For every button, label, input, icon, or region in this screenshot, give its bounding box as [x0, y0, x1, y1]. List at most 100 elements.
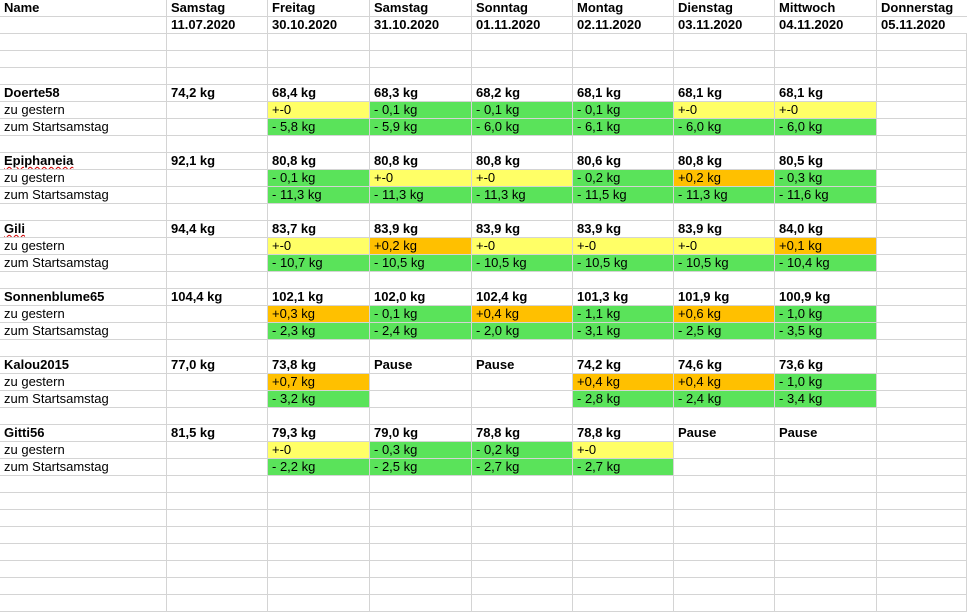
- empty-cell[interactable]: [472, 578, 573, 595]
- empty-cell[interactable]: [167, 408, 268, 425]
- delta-day-epiphaneia-dienstag-0311[interactable]: +0,2 kg: [674, 170, 775, 187]
- empty-cell[interactable]: [370, 493, 472, 510]
- delta-day-gili-sonntag-0111[interactable]: +-0: [472, 238, 573, 255]
- delta-day-sonnenblume65-samstag-1107[interactable]: [167, 306, 268, 323]
- delta-start-gitti56-mittwoch-0411[interactable]: [775, 459, 877, 476]
- delta-day-kalou2015-samstag-1107[interactable]: [167, 374, 268, 391]
- empty-cell[interactable]: [775, 493, 877, 510]
- empty-cell[interactable]: [877, 561, 967, 578]
- header-samstag-1107[interactable]: Samstag: [167, 0, 268, 17]
- empty-cell[interactable]: [877, 136, 967, 153]
- empty-cell[interactable]: [0, 51, 167, 68]
- delta-day-sonnenblume65-montag-0211[interactable]: - 1,1 kg: [573, 306, 674, 323]
- delta-start-doerte58-dienstag-0311[interactable]: - 6,0 kg: [674, 119, 775, 136]
- delta-day-epiphaneia-donnerstag-0511[interactable]: [877, 170, 967, 187]
- delta-day-doerte58-dienstag-0311[interactable]: +-0: [674, 102, 775, 119]
- empty-cell[interactable]: [268, 204, 370, 221]
- empty-cell[interactable]: [268, 544, 370, 561]
- empty-cell[interactable]: [0, 476, 167, 493]
- empty-cell[interactable]: [573, 595, 674, 612]
- row-label-zu-gestern[interactable]: zu gestern: [0, 238, 167, 255]
- empty-cell[interactable]: [0, 204, 167, 221]
- empty-cell[interactable]: [268, 578, 370, 595]
- empty-cell[interactable]: [573, 272, 674, 289]
- empty-cell[interactable]: [573, 578, 674, 595]
- empty-cell[interactable]: [0, 561, 167, 578]
- weight-gitti56-freitag-3010[interactable]: 79,3 kg: [268, 425, 370, 442]
- empty-cell[interactable]: [775, 527, 877, 544]
- header-freitag-3010[interactable]: Freitag: [268, 0, 370, 17]
- weight-gili-samstag-1107[interactable]: 94,4 kg: [167, 221, 268, 238]
- empty-cell[interactable]: [268, 493, 370, 510]
- empty-cell[interactable]: [674, 476, 775, 493]
- weight-kalou2015-mittwoch-0411[interactable]: 73,6 kg: [775, 357, 877, 374]
- empty-cell[interactable]: [472, 51, 573, 68]
- row-label-zum-startsamstag[interactable]: zum Startsamstag: [0, 391, 167, 408]
- delta-day-gitti56-montag-0211[interactable]: +-0: [573, 442, 674, 459]
- weight-doerte58-sonntag-0111[interactable]: 68,2 kg: [472, 85, 573, 102]
- empty-cell[interactable]: [877, 544, 967, 561]
- empty-cell[interactable]: [674, 51, 775, 68]
- weight-sonnenblume65-montag-0211[interactable]: 101,3 kg: [573, 289, 674, 306]
- row-label-zum-startsamstag[interactable]: zum Startsamstag: [0, 255, 167, 272]
- delta-day-doerte58-donnerstag-0511[interactable]: [877, 102, 967, 119]
- empty-cell[interactable]: [0, 340, 167, 357]
- empty-cell[interactable]: [268, 272, 370, 289]
- row-label-zu-gestern[interactable]: zu gestern: [0, 374, 167, 391]
- weight-kalou2015-samstag-1107[interactable]: 77,0 kg: [167, 357, 268, 374]
- empty-cell[interactable]: [268, 595, 370, 612]
- header-mittwoch-0411[interactable]: Mittwoch: [775, 0, 877, 17]
- empty-cell[interactable]: [877, 51, 967, 68]
- empty-cell[interactable]: [0, 544, 167, 561]
- empty-cell[interactable]: [674, 527, 775, 544]
- empty-cell[interactable]: [674, 493, 775, 510]
- empty-cell[interactable]: [877, 340, 967, 357]
- delta-start-doerte58-freitag-3010[interactable]: - 5,8 kg: [268, 119, 370, 136]
- delta-start-gitti56-freitag-3010[interactable]: - 2,2 kg: [268, 459, 370, 476]
- weight-sonnenblume65-sonntag-0111[interactable]: 102,4 kg: [472, 289, 573, 306]
- empty-cell[interactable]: [877, 204, 967, 221]
- delta-day-epiphaneia-freitag-3010[interactable]: - 0,1 kg: [268, 170, 370, 187]
- empty-cell[interactable]: [0, 136, 167, 153]
- empty-cell[interactable]: [0, 527, 167, 544]
- empty-cell[interactable]: [370, 544, 472, 561]
- row-label-zum-startsamstag[interactable]: zum Startsamstag: [0, 459, 167, 476]
- empty-cell[interactable]: [877, 493, 967, 510]
- empty-cell[interactable]: [775, 51, 877, 68]
- empty-cell[interactable]: [167, 136, 268, 153]
- empty-cell[interactable]: [370, 510, 472, 527]
- empty-cell[interactable]: [167, 544, 268, 561]
- header-date-freitag-3010[interactable]: 30.10.2020: [268, 17, 370, 34]
- empty-cell[interactable]: [674, 544, 775, 561]
- weight-gili-freitag-3010[interactable]: 83,7 kg: [268, 221, 370, 238]
- empty-cell[interactable]: [877, 476, 967, 493]
- empty-cell[interactable]: [167, 340, 268, 357]
- delta-day-doerte58-mittwoch-0411[interactable]: +-0: [775, 102, 877, 119]
- empty-cell[interactable]: [167, 578, 268, 595]
- delta-day-kalou2015-sonntag-0111[interactable]: [472, 374, 573, 391]
- empty-cell[interactable]: [775, 544, 877, 561]
- header-date-samstag-1107[interactable]: 11.07.2020: [167, 17, 268, 34]
- delta-start-epiphaneia-donnerstag-0511[interactable]: [877, 187, 967, 204]
- weight-gitti56-mittwoch-0411[interactable]: Pause: [775, 425, 877, 442]
- delta-start-doerte58-samstag-1107[interactable]: [167, 119, 268, 136]
- empty-cell[interactable]: [167, 51, 268, 68]
- empty-cell[interactable]: [472, 68, 573, 85]
- weight-gili-montag-0211[interactable]: 83,9 kg: [573, 221, 674, 238]
- empty-cell[interactable]: [674, 510, 775, 527]
- weight-epiphaneia-donnerstag-0511[interactable]: [877, 153, 967, 170]
- delta-start-epiphaneia-dienstag-0311[interactable]: - 11,3 kg: [674, 187, 775, 204]
- delta-start-epiphaneia-samstag-1107[interactable]: [167, 187, 268, 204]
- empty-cell[interactable]: [877, 272, 967, 289]
- delta-start-gili-samstag-3110[interactable]: - 10,5 kg: [370, 255, 472, 272]
- empty-cell[interactable]: [370, 272, 472, 289]
- delta-day-kalou2015-mittwoch-0411[interactable]: - 1,0 kg: [775, 374, 877, 391]
- delta-start-epiphaneia-mittwoch-0411[interactable]: - 11,6 kg: [775, 187, 877, 204]
- empty-cell[interactable]: [775, 340, 877, 357]
- empty-cell[interactable]: [573, 34, 674, 51]
- weight-sonnenblume65-samstag-1107[interactable]: 104,4 kg: [167, 289, 268, 306]
- delta-day-gili-mittwoch-0411[interactable]: +0,1 kg: [775, 238, 877, 255]
- weight-doerte58-mittwoch-0411[interactable]: 68,1 kg: [775, 85, 877, 102]
- empty-cell[interactable]: [472, 340, 573, 357]
- participant-name-kalou2015[interactable]: Kalou2015: [0, 357, 167, 374]
